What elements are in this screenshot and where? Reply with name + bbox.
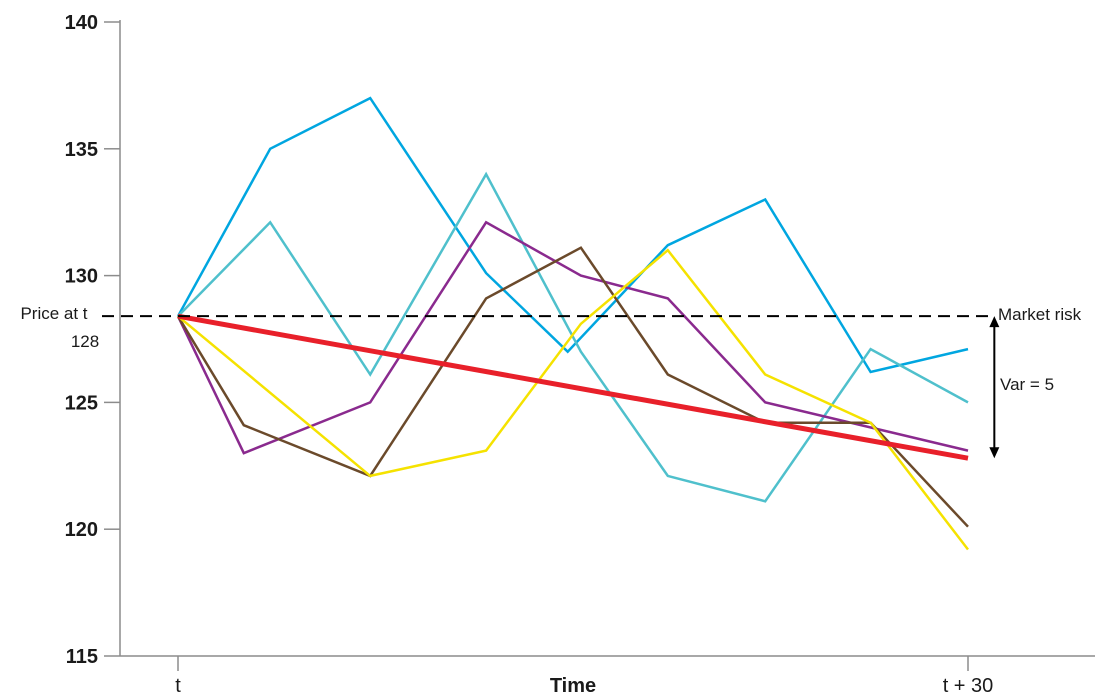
series-layer [176,96,969,551]
price-at-t-value: 128 [71,332,99,351]
y-tick-label: 115 [66,646,98,668]
series-line-2 [177,171,969,503]
y-tick-label: 125 [65,392,98,414]
series-line-5 [177,248,969,551]
var-label: Var = 5 [1000,375,1054,394]
price-at-t-label: Price at t [20,304,87,323]
x-axis-title: Time [550,675,596,697]
x-tick-label: t + 30 [943,675,994,697]
y-tick-label: 140 [65,12,98,34]
series-line-3 [176,220,969,455]
series-line-1 [176,96,969,374]
y-tick-label: 120 [65,519,98,541]
x-ticks: t t + 30 [175,656,993,697]
y-tick-label: 130 [65,266,98,288]
series-line-4 [176,246,969,528]
market-risk-label: Market risk [998,305,1082,324]
var-arrow-head-up [989,316,1000,328]
x-tick-label: t [175,675,181,697]
y-tick-label: 135 [65,139,98,161]
axes [119,20,1095,657]
reference-layer [102,315,1000,459]
y-ticks: 115 120 125 130 135 140 [65,12,120,668]
series-line-6 [177,313,969,461]
var-arrow-head-down [989,447,1000,459]
